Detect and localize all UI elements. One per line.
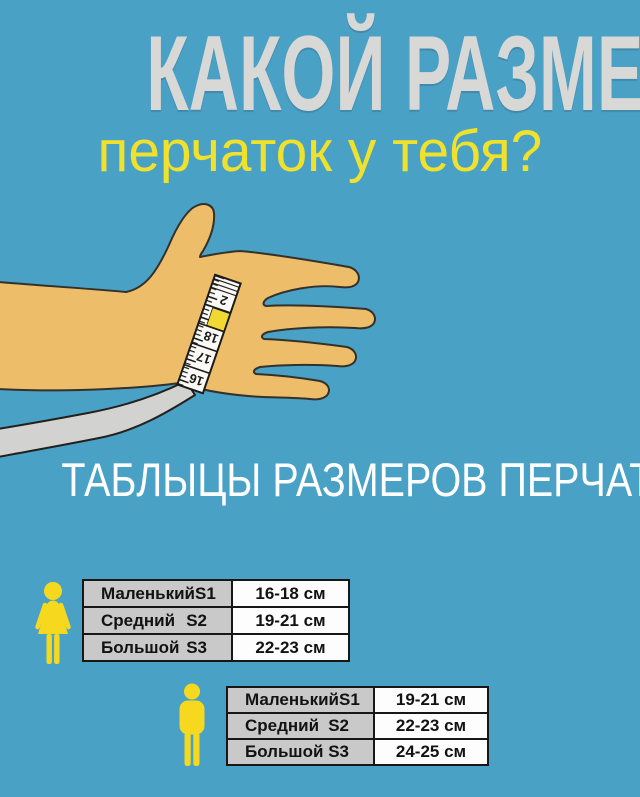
size-name: Средний [245,716,320,735]
size-name: Маленький [101,583,195,603]
table-row: Большой S3 24-25 см [228,738,487,764]
size-code: S2 [328,716,349,735]
table-row: Маленький S1 16-18 см [84,581,348,606]
size-range-cell: 22-23 см [233,635,348,660]
size-code: S3 [186,637,207,657]
tape-number-2: 2 [218,292,230,309]
women-size-table: Маленький S1 16-18 см Средний S2 19-21 с… [82,579,350,662]
page-subtitle-text: перчаток у тебя? [97,119,543,184]
man-icon [179,683,205,766]
hand-arm-shape [0,203,376,401]
table-row: Большой S3 22-23 см [84,633,348,660]
hand-measuring-illustration: 2 18 17 16 [0,203,376,458]
size-range-cell: 22-23 см [375,714,487,738]
size-name-cell: Маленький S1 [228,688,375,712]
size-range-cell: 19-21 см [375,688,487,712]
tape-number-16: 16 [187,370,206,389]
woman-icon [35,582,71,664]
size-code: S1 [194,583,216,603]
page-title-text: КАКОЙ РАЗМЕР [146,13,640,133]
size-name: Большой [245,742,324,761]
size-name-cell: Средний S2 [84,608,233,633]
size-range-cell: 19-21 см [233,608,348,633]
men-size-table: Маленький S1 19-21 см Средний S2 22-23 с… [226,686,489,766]
size-name-cell: Маленький S1 [84,581,233,606]
size-name-cell: Большой S3 [84,635,233,660]
size-name-cell: Большой S3 [228,740,375,764]
page-subtitle: перчаток у тебя? [0,112,640,192]
section-heading-text: ТАБЛЫЦЫ РАЗМЕРОВ ПЕРЧАТОК [61,453,640,506]
size-code: S2 [186,610,207,630]
measuring-tape: 2 18 17 16 [176,273,242,395]
table-row: Средний S2 19-21 см [84,606,348,633]
size-name: Маленький [245,690,339,709]
size-range-cell: 24-25 см [375,740,487,764]
size-code: S3 [328,742,349,761]
size-name-cell: Средний S2 [228,714,375,738]
size-name: Большой [101,637,180,657]
page-title: КАКОЙ РАЗМЕР [0,8,640,138]
size-range-cell: 16-18 см [233,581,348,606]
size-code: S1 [338,690,360,709]
tape-number-18: 18 [202,328,221,347]
size-name: Средний [101,610,176,630]
section-heading: ТАБЛЫЦЫ РАЗМЕРОВ ПЕРЧАТОК [0,450,640,510]
tape-number-17: 17 [195,349,214,368]
tape-tail [0,380,196,458]
table-row: Средний S2 22-23 см [228,712,487,738]
table-row: Маленький S1 19-21 см [228,688,487,712]
